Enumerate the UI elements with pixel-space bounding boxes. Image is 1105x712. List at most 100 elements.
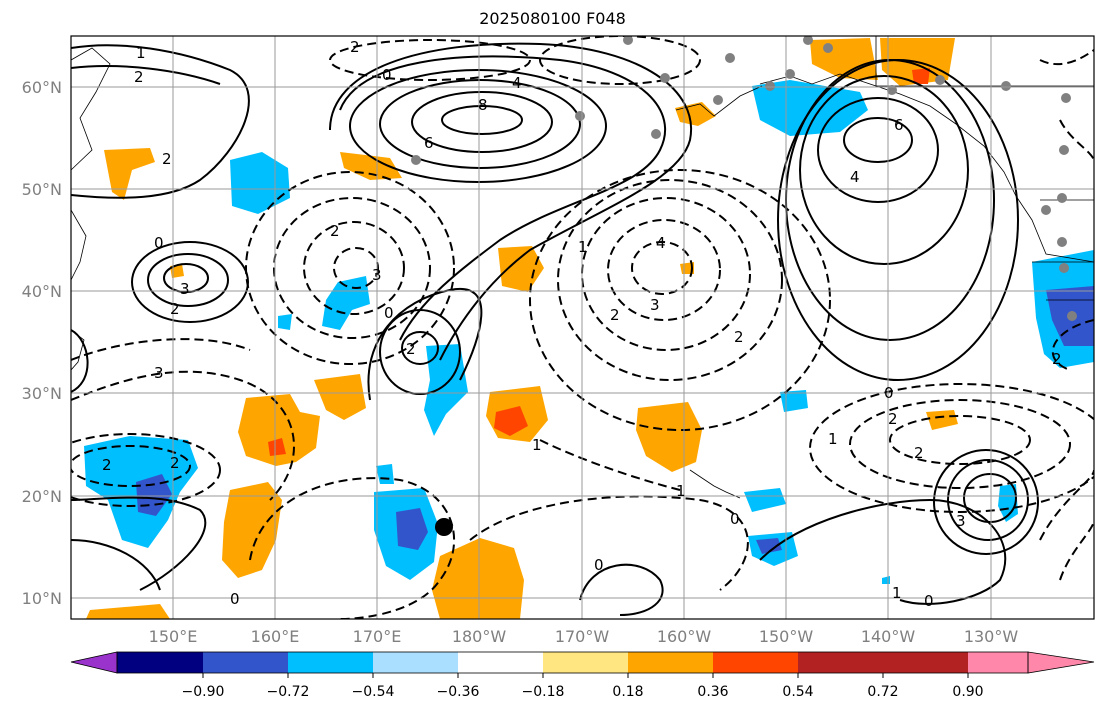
station-dot xyxy=(765,81,775,91)
positive-contours xyxy=(71,42,1039,616)
lon-label: 150°W xyxy=(759,627,814,646)
contour-line xyxy=(379,79,581,169)
negative-contours xyxy=(71,36,1094,619)
contour-label: 8 xyxy=(478,96,488,114)
shade-blob xyxy=(278,314,292,330)
contour-label: 2 xyxy=(162,150,172,168)
coastline xyxy=(675,85,763,117)
contour-line xyxy=(71,64,221,85)
contour-line xyxy=(469,495,749,591)
coastline xyxy=(71,209,87,281)
contour-label: 0 xyxy=(924,592,934,610)
station-dot xyxy=(660,73,670,83)
contour-line xyxy=(71,44,250,199)
contour-line xyxy=(367,287,483,401)
contour-label: 0 xyxy=(730,510,740,528)
contour-line xyxy=(71,496,207,591)
colorbar-label: −0.90 xyxy=(182,684,225,700)
contour-line xyxy=(411,91,553,153)
lon-label: 160°W xyxy=(657,627,712,646)
shade-blob xyxy=(396,508,428,550)
latitude-labels: 60°N 50°N 40°N 30°N 20°N 10°N xyxy=(22,78,62,608)
contour-label: 3 xyxy=(650,296,660,314)
contour-label: 0 xyxy=(384,304,394,322)
contour-line xyxy=(933,449,1039,555)
contour-line xyxy=(809,383,1094,513)
colorbar-segment xyxy=(288,652,373,673)
colorbar-label: −0.18 xyxy=(522,684,565,700)
contour-line xyxy=(539,36,701,85)
contour-line xyxy=(71,370,295,501)
contour-label: 0 xyxy=(230,590,240,608)
colorbar-segment xyxy=(117,652,203,673)
contour-label: 0 xyxy=(154,234,164,252)
coastline xyxy=(759,73,1094,263)
shade-blob xyxy=(636,402,702,472)
location-marker xyxy=(435,518,453,536)
contour-label: 2 xyxy=(170,454,180,472)
station-dot xyxy=(1061,93,1071,103)
map-title: 2025080100 F048 xyxy=(479,9,626,28)
contour-line xyxy=(71,539,161,591)
colorbar-label: 0.18 xyxy=(612,684,643,700)
contour-label: 2 xyxy=(134,68,144,86)
contour-line xyxy=(1039,49,1094,66)
colorbar-outline-ends xyxy=(1027,651,1095,674)
contour-line xyxy=(947,459,1029,541)
contour-line xyxy=(71,329,89,393)
map-frame xyxy=(70,35,1095,620)
contour-label: 2 xyxy=(888,410,898,428)
contour-label: 3 xyxy=(180,280,190,298)
contour-line xyxy=(759,498,1007,605)
colorbar-segment xyxy=(798,652,883,673)
contour-label: 2 xyxy=(406,340,416,358)
contour-line xyxy=(401,331,439,365)
contour-line xyxy=(71,433,221,507)
contour-line xyxy=(529,169,831,431)
contour-line xyxy=(963,473,1017,523)
contour-label: 1 xyxy=(828,430,838,448)
shade-blob xyxy=(268,438,286,456)
shade-blob xyxy=(926,410,958,430)
lon-label: 170°E xyxy=(353,627,402,646)
contour-label: 4 xyxy=(656,234,666,252)
lon-label: 150°E xyxy=(149,627,198,646)
colorbar-outline-ends xyxy=(70,651,118,674)
lon-label: 140°W xyxy=(861,627,916,646)
contour-line xyxy=(333,247,379,289)
contour-line xyxy=(849,399,1071,489)
contour-line xyxy=(71,338,251,361)
contour-line xyxy=(339,55,666,341)
lon-label: 160°E xyxy=(251,627,300,646)
contour-label: 2 xyxy=(330,222,340,240)
contour-line xyxy=(329,39,531,81)
station-dot xyxy=(575,111,585,121)
contour-line xyxy=(843,117,913,163)
station-dot xyxy=(1001,81,1011,91)
shade-blob xyxy=(314,374,366,420)
shade-blob xyxy=(744,488,786,512)
contour-label: 1 xyxy=(532,436,542,454)
contour-line xyxy=(249,477,456,619)
contour-line xyxy=(607,219,721,321)
contour-line xyxy=(579,563,664,616)
graticule xyxy=(71,36,1094,619)
contour-line xyxy=(147,253,229,307)
colorbar-extend-low xyxy=(71,652,117,673)
contour-label: 6 xyxy=(894,116,904,134)
contour-label: 1 xyxy=(892,584,902,602)
station-dot xyxy=(1057,237,1067,247)
colorbar-label: 0.72 xyxy=(867,684,898,700)
colorbar-segment xyxy=(543,652,628,673)
contour-line xyxy=(1059,519,1094,581)
station-dot xyxy=(785,69,795,79)
contour-line xyxy=(273,197,431,339)
colorbar-label: −0.72 xyxy=(267,684,310,700)
shade-blob xyxy=(222,482,282,578)
shade-blob xyxy=(912,68,930,84)
lat-label: 10°N xyxy=(22,589,62,608)
colorbar-ticks xyxy=(202,673,969,678)
contour-label: 4 xyxy=(850,168,860,186)
contour-line xyxy=(1059,119,1094,161)
